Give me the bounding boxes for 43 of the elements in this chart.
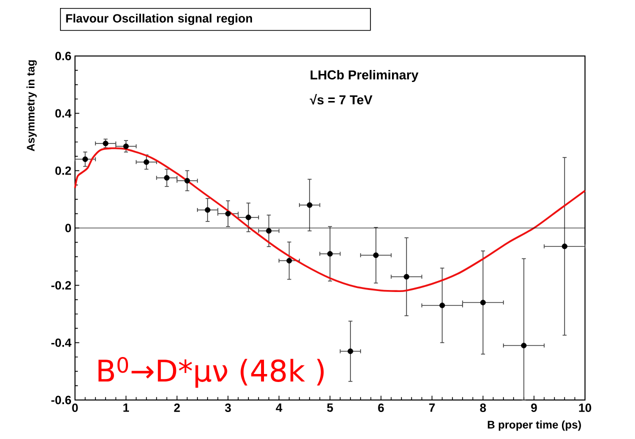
point xyxy=(266,228,272,234)
point xyxy=(521,342,527,348)
x-tick-label: 2 xyxy=(174,404,180,412)
y-tick-label: 0.2 xyxy=(55,166,72,175)
chart-title: Flavour Oscillation signal region xyxy=(66,14,252,25)
x-tick-label: 1 xyxy=(123,404,129,412)
point xyxy=(164,175,170,181)
point xyxy=(562,244,568,250)
y-tick-label: 0 xyxy=(65,224,71,232)
y-tick-label: -0.4 xyxy=(51,338,72,347)
point xyxy=(373,252,379,258)
point xyxy=(480,300,486,306)
x-tick-label: 10 xyxy=(579,404,592,412)
point xyxy=(246,214,252,220)
point xyxy=(184,178,190,184)
y-tick-label: 0.6 xyxy=(55,52,72,60)
point xyxy=(225,210,231,216)
point xyxy=(286,258,292,264)
annotation: B$^{0}$→D*μν (48k ) xyxy=(98,357,324,388)
y-tick-label: -0.6 xyxy=(51,396,72,404)
point xyxy=(306,202,312,208)
x-axis-title: B proper time (ps) xyxy=(488,420,581,431)
point xyxy=(82,156,88,162)
y-tick-label: -0.2 xyxy=(51,281,72,290)
x-tick-label: 3 xyxy=(224,404,231,412)
point xyxy=(204,207,210,213)
x-tick-label: 6 xyxy=(378,404,384,412)
x-tick-label: 7 xyxy=(429,404,435,412)
point xyxy=(404,274,410,280)
x-tick-label: 4 xyxy=(276,404,282,412)
annotation: LHCb Preliminary xyxy=(310,70,418,82)
point xyxy=(123,144,129,150)
x-tick-label: 9 xyxy=(531,404,537,412)
x-tick-label: 0 xyxy=(72,404,78,412)
point xyxy=(144,159,150,165)
x-tick-label: 5 xyxy=(327,404,333,412)
x-tick-label: 8 xyxy=(480,404,486,412)
point xyxy=(439,302,445,308)
y-tick-label: 0.4 xyxy=(55,109,72,118)
annotation: √s = 7 TeV xyxy=(310,94,372,104)
y-axis-title: Asymmetry in tag xyxy=(26,60,37,152)
point xyxy=(327,251,333,257)
point xyxy=(348,348,354,354)
